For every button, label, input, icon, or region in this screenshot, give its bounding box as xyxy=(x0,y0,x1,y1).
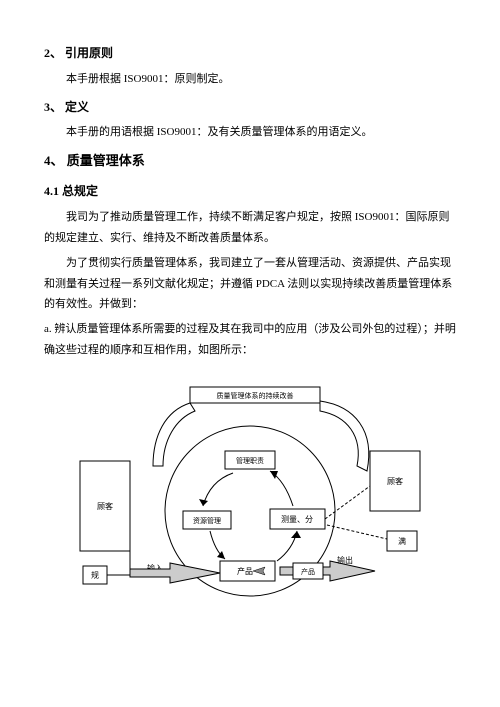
dashed-2 xyxy=(327,525,387,539)
sec4-num: 4、 xyxy=(44,153,67,168)
section-4-heading: 4、 质量管理体系 xyxy=(44,149,456,174)
section-3-heading: 3、 定义 xyxy=(44,96,456,119)
cycle-arrow-1-head xyxy=(199,499,208,506)
bottom-inner-text: 产品 xyxy=(237,566,253,576)
feedback-arrow-left xyxy=(153,403,195,466)
top-inner-text: 管理职责 xyxy=(236,456,264,465)
sec3-body: 本手册的用语根据 ISO9001：及有关质量管理体系的用语定义。 xyxy=(44,122,456,143)
diagram-svg: 质量管理体系的持续改善 顾客 规 顾客 满 管理职责 资源管理 xyxy=(75,381,425,621)
sec2-title: 引用原则 xyxy=(65,46,113,60)
sec41-p2: 为了贯彻实行质量管理体系，我司建立了一套从管理活动、资源提供、产品实现和测量有关… xyxy=(44,253,456,316)
output-prod-text: 产品 xyxy=(301,567,315,576)
sec2-num: 2、 xyxy=(44,46,65,60)
input-arrow-icon xyxy=(130,563,220,583)
left-inner-text: 资源管理 xyxy=(193,516,221,525)
dashed-1 xyxy=(325,486,370,519)
left-small-text: 规 xyxy=(91,570,99,580)
right-small-text: 满 xyxy=(398,536,406,546)
process-diagram: 质量管理体系的持续改善 顾客 规 顾客 满 管理职责 资源管理 xyxy=(75,381,425,621)
section-2-heading: 2、 引用原则 xyxy=(44,42,456,65)
banner-text: 质量管理体系的持续改善 xyxy=(217,391,294,400)
sec3-num: 3、 xyxy=(44,100,65,114)
sec3-title: 定义 xyxy=(65,100,89,114)
section-41-heading: 4.1 总规定 xyxy=(44,180,456,203)
sec41-p1: 我司为了推动质量管理工作，持续不断满足客户规定，按照 ISO9001：国际原则的… xyxy=(44,207,456,249)
left-customer-text: 顾客 xyxy=(97,501,113,511)
cycle-arrow-4-head xyxy=(270,471,278,479)
process-diagram-wrap: 质量管理体系的持续改善 顾客 规 顾客 满 管理职责 资源管理 xyxy=(44,381,456,621)
sec2-body: 本手册根据 ISO9001：原则制定。 xyxy=(44,69,456,90)
right-customer-text: 顾客 xyxy=(387,476,403,486)
right-inner-text: 测量、分 xyxy=(281,515,313,524)
cycle-arrow-3-head xyxy=(291,531,301,538)
sec4-title: 质量管理体系 xyxy=(67,153,145,168)
output-label: 输出 xyxy=(337,555,353,565)
sec41-a: a. 辨认质量管理体系所需要的过程及其在我司中的应用（涉及公司外包的过程）；并明… xyxy=(44,319,456,361)
feedback-arrow-right xyxy=(320,401,369,471)
